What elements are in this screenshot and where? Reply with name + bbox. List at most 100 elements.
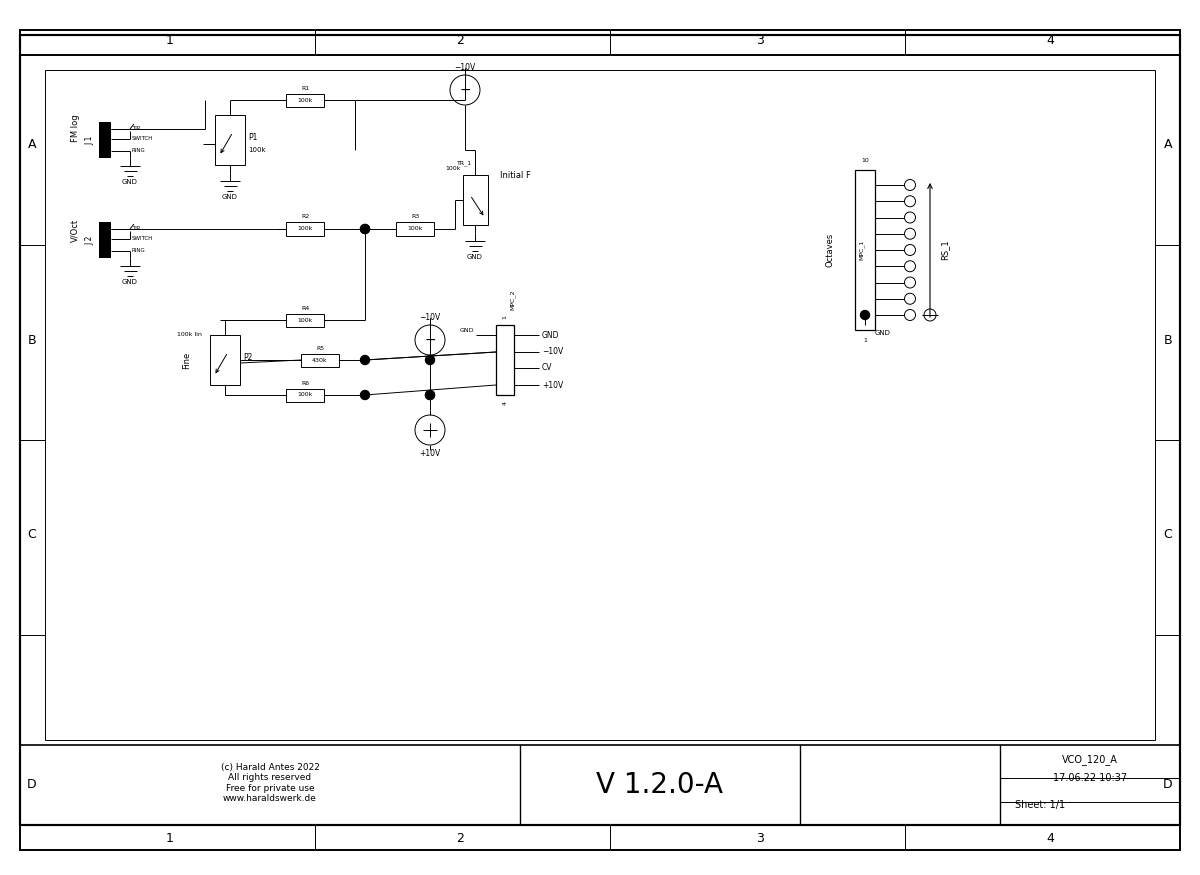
Text: R2: R2: [301, 214, 310, 220]
Text: TR_1: TR_1: [457, 160, 473, 166]
Text: GND: GND: [875, 330, 890, 336]
Bar: [286, 313, 324, 326]
Text: J 1: J 1: [85, 136, 95, 144]
Bar: [286, 388, 324, 402]
Circle shape: [426, 390, 434, 400]
Text: A: A: [1164, 138, 1172, 151]
Text: 100k: 100k: [298, 393, 313, 397]
Text: 100k: 100k: [298, 227, 313, 232]
Text: 100k: 100k: [407, 227, 422, 232]
Text: (c) Harald Antes 2022
All rights reserved
Free for private use
www.haraldswerk.d: (c) Harald Antes 2022 All rights reserve…: [221, 763, 319, 803]
Bar: [286, 94, 324, 107]
Text: R3: R3: [410, 214, 419, 220]
Text: GND: GND: [122, 279, 138, 285]
Bar: [215, 115, 245, 165]
Text: R5: R5: [316, 346, 324, 351]
Bar: [20, 825, 1180, 850]
Text: B: B: [28, 333, 36, 346]
Text: GND: GND: [122, 179, 138, 185]
Bar: [301, 354, 340, 367]
Text: 100k: 100k: [445, 165, 461, 171]
Bar: [854, 170, 875, 330]
Text: P2: P2: [242, 353, 252, 361]
Text: 4: 4: [503, 401, 508, 405]
Bar: [46, 70, 1154, 740]
Text: GND: GND: [222, 194, 238, 200]
Text: Octaves: Octaves: [826, 233, 834, 267]
Text: V 1.2.0-A: V 1.2.0-A: [596, 771, 724, 799]
Text: 4: 4: [1046, 33, 1054, 46]
Bar: [210, 335, 240, 385]
Bar: [20, 745, 1180, 825]
Text: R4: R4: [301, 305, 310, 311]
Text: −: −: [460, 83, 470, 97]
Text: RING: RING: [132, 149, 145, 153]
Text: 4: 4: [1046, 831, 1054, 844]
Text: SWITCH: SWITCH: [132, 236, 154, 242]
Bar: [20, 825, 1180, 850]
Text: B: B: [1164, 333, 1172, 346]
Text: C: C: [28, 528, 36, 542]
Text: 2: 2: [456, 33, 464, 46]
Bar: [396, 222, 434, 235]
Bar: [286, 222, 324, 235]
Text: C: C: [1164, 528, 1172, 542]
Circle shape: [426, 390, 434, 400]
Text: 3: 3: [756, 831, 764, 844]
Text: 2: 2: [456, 831, 464, 844]
Text: J 2: J 2: [85, 235, 95, 245]
Circle shape: [360, 390, 370, 400]
Text: 430k: 430k: [312, 358, 328, 362]
Text: RS_1: RS_1: [940, 240, 949, 261]
Text: D: D: [28, 779, 37, 792]
Text: CV: CV: [542, 363, 552, 373]
Text: P1: P1: [248, 132, 257, 142]
Text: Sheet: 1/1: Sheet: 1/1: [1015, 800, 1066, 810]
Text: RING: RING: [132, 248, 145, 254]
Circle shape: [426, 355, 434, 365]
Bar: [98, 222, 112, 258]
Text: 3: 3: [756, 33, 764, 46]
Text: MPC_1: MPC_1: [859, 240, 865, 260]
Text: 10: 10: [862, 158, 869, 163]
Bar: [496, 325, 514, 395]
Text: GND: GND: [542, 331, 559, 340]
Text: −: −: [424, 333, 436, 347]
Text: VCO_120_A: VCO_120_A: [1062, 754, 1118, 766]
Text: A: A: [28, 138, 36, 151]
Text: GND: GND: [467, 254, 482, 260]
Text: −10V: −10V: [455, 62, 475, 72]
Text: +10V: +10V: [419, 449, 440, 458]
Text: GND: GND: [460, 327, 474, 332]
Text: Initial F: Initial F: [500, 171, 530, 179]
Text: 1: 1: [863, 338, 866, 342]
Text: SWITCH: SWITCH: [132, 136, 154, 142]
Text: 100k: 100k: [298, 318, 313, 323]
Text: MPC_2: MPC_2: [510, 290, 516, 311]
Text: TIP: TIP: [132, 227, 140, 232]
Text: 1: 1: [166, 831, 174, 844]
Text: 100k: 100k: [298, 97, 313, 102]
Bar: [20, 30, 1180, 55]
Bar: [98, 122, 112, 158]
Bar: [20, 30, 1180, 55]
Circle shape: [360, 355, 370, 365]
Text: TIP: TIP: [132, 127, 140, 131]
Text: D: D: [1163, 779, 1172, 792]
Text: 17.06.22 10:37: 17.06.22 10:37: [1052, 774, 1127, 783]
Text: FM log: FM log: [71, 114, 79, 142]
Text: +10V: +10V: [542, 381, 563, 389]
Text: −10V: −10V: [419, 312, 440, 321]
Circle shape: [860, 311, 870, 319]
Text: Fine: Fine: [182, 352, 192, 368]
Text: −10V: −10V: [542, 347, 563, 356]
Text: 1: 1: [503, 315, 508, 318]
Text: R1: R1: [301, 86, 310, 90]
Text: R6: R6: [301, 381, 310, 386]
Circle shape: [360, 225, 370, 234]
Circle shape: [360, 225, 370, 234]
Text: V/Oct: V/Oct: [71, 219, 79, 242]
Text: 1: 1: [166, 33, 174, 46]
Bar: [462, 175, 487, 225]
Text: 100k lin: 100k lin: [178, 332, 202, 338]
